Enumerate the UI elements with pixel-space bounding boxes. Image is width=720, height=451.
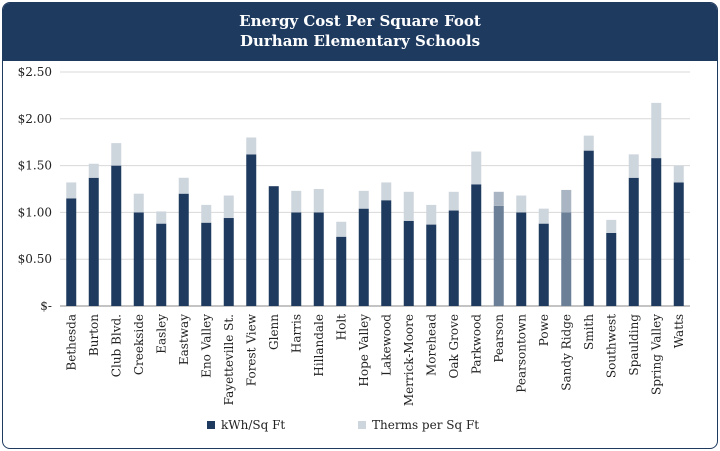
x-tick-label: Merrick-Moore [402, 314, 416, 406]
bar-kwh [201, 222, 212, 306]
y-tick-label: $1.00 [18, 205, 52, 219]
bar-kwh [336, 236, 347, 306]
bar-therms [246, 137, 257, 155]
x-tick-label: Hope Valley [357, 314, 371, 387]
bar-therms [493, 191, 504, 206]
bar-kwh [381, 200, 392, 306]
x-tick-label: Southwest [604, 314, 618, 378]
bar-kwh [403, 220, 414, 306]
y-tick-label: $2.00 [18, 112, 52, 126]
bar-therms [673, 165, 684, 183]
x-tick-label: Creekside [132, 314, 146, 375]
x-tick-label: Burton [87, 314, 101, 356]
bar-therms [201, 204, 212, 223]
bar-kwh [268, 186, 279, 306]
bar-therms [651, 102, 662, 159]
bar-therms [381, 182, 392, 201]
x-tick-label: Bethesda [64, 314, 78, 371]
bar-kwh [88, 177, 99, 306]
bar-kwh [223, 218, 234, 306]
x-tick-label: Pearsontown [514, 314, 528, 393]
bar-kwh [291, 212, 302, 306]
bar-therms [426, 204, 437, 225]
bar-therms [111, 143, 122, 166]
bar-kwh [66, 198, 77, 306]
y-tick-label: $- [40, 299, 52, 313]
x-tick-label: Harris [289, 314, 303, 353]
bar-therms [538, 208, 549, 224]
bar-kwh [493, 205, 504, 306]
bar-therms [156, 211, 167, 224]
bar-kwh [448, 210, 459, 306]
chart-header: Energy Cost Per Square Foot Durham Eleme… [3, 3, 717, 61]
legend-label-therms: Therms per Sq Ft [372, 418, 479, 432]
x-tick-label: Eastway [177, 314, 191, 365]
bar-therms [583, 135, 594, 151]
y-tick-label: $0.50 [18, 252, 52, 266]
legend-swatch-kwh [207, 421, 215, 429]
bar-kwh [156, 223, 167, 306]
x-tick-label: Spaulding [627, 314, 641, 376]
bar-therms [471, 151, 482, 185]
bar-kwh [583, 150, 594, 306]
y-tick-label: $1.50 [18, 159, 52, 173]
x-tick-label: Forest View [244, 313, 258, 386]
bar-kwh [561, 212, 572, 306]
x-tick-label: Lakewood [379, 314, 393, 376]
y-tick-label: $2.50 [18, 65, 52, 79]
bar-therms [66, 182, 77, 199]
x-tick-label: Oak Grove [447, 314, 461, 379]
bar-therms [606, 219, 617, 233]
bar-therms [561, 189, 572, 213]
legend-label-kwh: kWh/Sq Ft [221, 418, 285, 432]
bar-kwh [111, 165, 122, 306]
x-tick-label: Club Blvd. [109, 314, 123, 377]
x-tick-label: Parkwood [469, 314, 483, 374]
x-tick-label: Powe [537, 314, 551, 346]
bar-kwh [246, 154, 257, 306]
bar-therms [448, 191, 459, 211]
x-tick-label: Spring Valley [649, 314, 663, 395]
bar-kwh [516, 212, 527, 306]
legend-swatch-therms [358, 421, 366, 429]
bar-therms [628, 154, 639, 178]
x-tick-label: Sandy Ridge [559, 314, 573, 391]
x-tick-label: Easley [154, 314, 168, 354]
bar-therms [336, 221, 347, 237]
x-tick-label: Morehead [424, 314, 438, 376]
chart-title: Energy Cost Per Square Foot [239, 12, 481, 30]
x-tick-label: Fayetteville St. [222, 314, 236, 405]
bar-kwh [426, 224, 437, 306]
bar-therms [358, 190, 369, 209]
bar-therms [516, 195, 527, 213]
bar-kwh [673, 182, 684, 306]
x-tick-label: Hillandale [312, 314, 326, 377]
bar-therms [223, 195, 234, 219]
bar-kwh [358, 208, 369, 306]
x-tick-label: Glenn [267, 314, 281, 350]
bar-kwh [471, 184, 482, 306]
x-tick-label: Pearson [492, 314, 506, 363]
bar-kwh [628, 177, 639, 306]
bar-kwh [178, 193, 189, 306]
x-tick-label: Watts [672, 314, 686, 348]
bar-therms [403, 191, 414, 221]
x-tick-label: Eno Valley [199, 314, 213, 378]
bar-kwh [538, 223, 549, 306]
bar-kwh [651, 158, 662, 306]
bar-kwh [133, 212, 144, 306]
x-tick-label: Holt [334, 314, 348, 341]
bar-therms [291, 190, 302, 213]
bar-therms [88, 163, 99, 178]
bar-kwh [313, 212, 324, 306]
bar-therms [178, 177, 189, 194]
chart-subtitle: Durham Elementary Schools [239, 32, 481, 50]
bar-therms [133, 193, 144, 213]
x-tick-label: Smith [582, 314, 596, 350]
bar-kwh [606, 232, 617, 306]
bar-therms [313, 189, 324, 213]
